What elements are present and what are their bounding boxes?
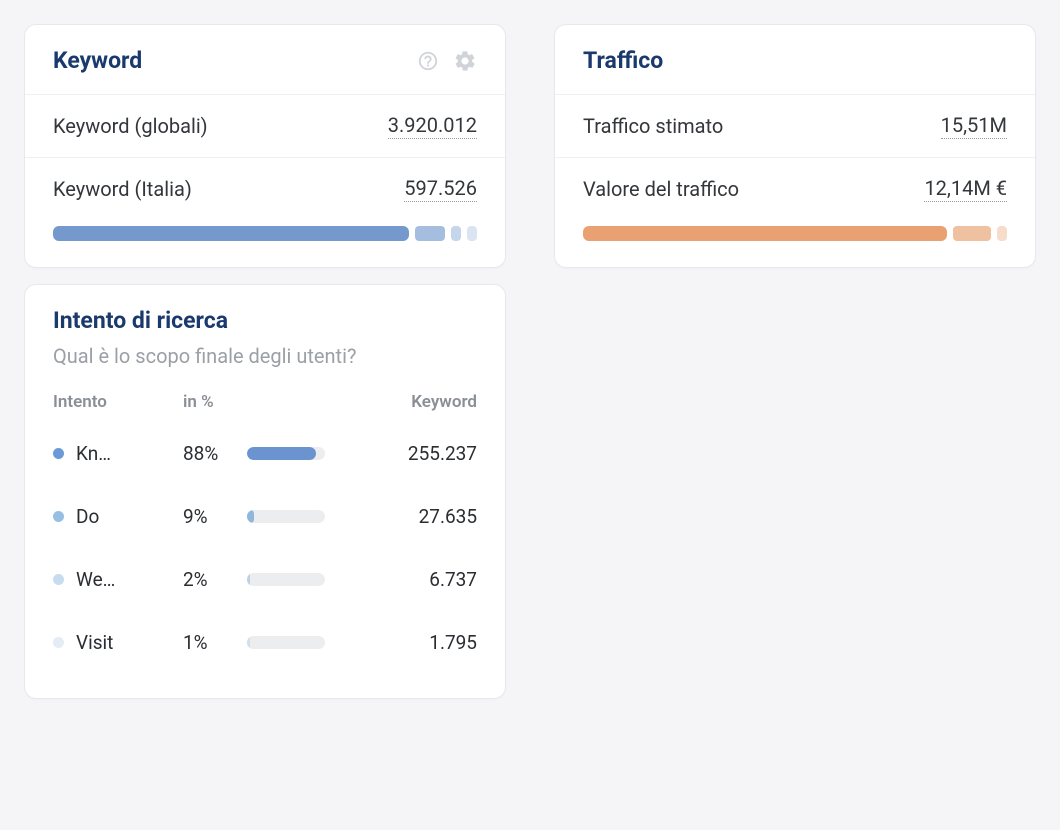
bar-segment [415,226,445,241]
stat-label: Keyword (Italia) [53,177,192,201]
left-column: Keyword Keyword (globali) 3.920.012 Keyw… [24,24,506,699]
stat-row: Keyword (Italia) 597.526 [25,157,505,220]
cell-percent: 88% [183,442,373,465]
cell-percent: 9% [183,505,373,528]
card-subtitle: Qual è lo scopo finale degli utenti? [53,344,356,368]
percent-text: 88% [183,442,229,465]
distribution-bar [555,220,1035,267]
percent-text: 1% [183,631,229,654]
intent-label: Visit [76,631,113,654]
col-header-percent: in % [183,392,373,412]
intent-label: We… [76,568,115,591]
intent-label: Do [76,505,99,528]
stat-label: Keyword (globali) [53,114,208,138]
table-row[interactable]: We… 2% 6.737 [53,548,477,611]
cell-keyword: 27.635 [373,505,477,528]
cell-intent: Visit [53,631,183,654]
percent-text: 9% [183,505,229,528]
intent-table: Intento in % Keyword Kn… 88% 255.237 Do 9% 27… [25,378,505,698]
intent-dot-icon [53,511,64,522]
distribution-bar [25,220,505,267]
cell-keyword: 6.737 [373,568,477,591]
stat-row: Valore del traffico 12,14M € [555,157,1035,220]
stat-row: Traffico stimato 15,51M [555,94,1035,157]
intent-card: Intento di ricerca Qual è lo scopo final… [24,284,506,699]
bar-segment-main [53,226,409,241]
stat-value: 597.526 [404,176,477,202]
percent-bar [247,447,325,460]
card-header: Intento di ricerca Qual è lo scopo final… [25,285,505,378]
cell-keyword: 255.237 [373,442,477,465]
percent-bar [247,573,325,586]
card-title: Traffico [583,47,663,74]
card-header: Traffico [555,25,1035,94]
percent-bar-fill [247,447,316,460]
intent-dot-icon [53,448,64,459]
bar-segment-main [583,226,947,241]
stat-row: Keyword (globali) 3.920.012 [25,94,505,157]
bar-segment [953,226,991,241]
cell-intent: Do [53,505,183,528]
card-header: Keyword [25,25,505,94]
cell-percent: 1% [183,631,373,654]
col-header-intent: Intento [53,392,183,412]
dashboard: Keyword Keyword (globali) 3.920.012 Keyw… [24,24,1036,699]
percent-bar [247,510,325,523]
percent-bar-fill [247,510,254,523]
bar-segment [467,226,477,241]
bar-segment [451,226,461,241]
gear-icon[interactable] [453,49,477,73]
stat-value: 15,51M [941,113,1007,139]
table-row[interactable]: Kn… 88% 255.237 [53,422,477,485]
keyword-count: 27.635 [419,505,477,528]
stat-label: Valore del traffico [583,177,739,201]
keyword-count: 6.737 [429,568,477,591]
intent-dot-icon [53,574,64,585]
percent-bar [247,636,325,649]
intent-dot-icon [53,637,64,648]
col-header-keyword: Keyword [373,392,477,412]
keyword-card: Keyword Keyword (globali) 3.920.012 Keyw… [24,24,506,268]
bar-segment [997,226,1007,241]
table-row[interactable]: Visit 1% 1.795 [53,611,477,674]
intent-label: Kn… [76,442,111,465]
keyword-count: 255.237 [408,442,477,465]
card-title: Keyword [53,47,142,74]
cell-intent: We… [53,568,183,591]
stat-value: 3.920.012 [388,113,477,139]
help-icon[interactable] [417,50,439,72]
card-actions [417,49,477,73]
cell-keyword: 1.795 [373,631,477,654]
keyword-count: 1.795 [429,631,477,654]
table-header: Intento in % Keyword [53,392,477,422]
stat-label: Traffico stimato [583,114,723,138]
cell-intent: Kn… [53,442,183,465]
right-column: Traffico Traffico stimato 15,51M Valore … [554,24,1036,699]
cell-percent: 2% [183,568,373,591]
percent-bar-fill [247,636,250,649]
card-title: Intento di ricerca [53,307,228,334]
table-row[interactable]: Do 9% 27.635 [53,485,477,548]
percent-bar-fill [247,573,250,586]
stat-value: 12,14M € [924,176,1007,202]
percent-text: 2% [183,568,229,591]
traffic-card: Traffico Traffico stimato 15,51M Valore … [554,24,1036,268]
